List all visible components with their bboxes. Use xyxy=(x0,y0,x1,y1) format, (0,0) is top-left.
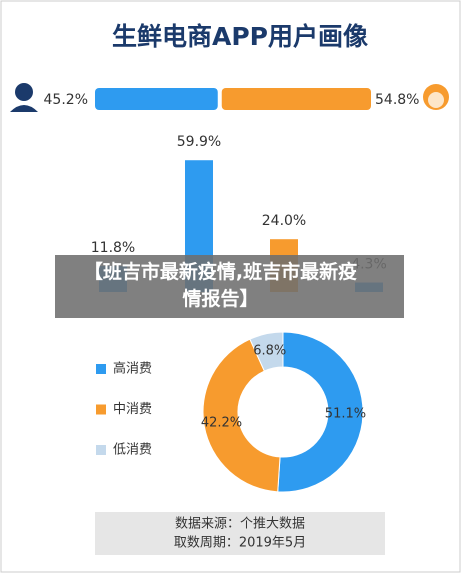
pie-slice xyxy=(249,331,284,372)
share-bar xyxy=(95,88,218,110)
legend-swatch xyxy=(96,364,106,374)
value-label: 11.8% xyxy=(91,240,135,256)
pie-slice xyxy=(277,331,364,493)
overlay-banner: 【班吉市最新疫情,班吉市最新疫情报告】 xyxy=(55,255,404,318)
legend-swatch xyxy=(96,445,106,455)
legend-label: 高消费 xyxy=(113,361,152,377)
legend-label: 低消费 xyxy=(113,443,152,458)
value-label: 51.1% xyxy=(325,407,366,422)
value-label: 6.8% xyxy=(253,343,286,358)
value-label: 45.2% xyxy=(44,92,88,108)
share-bar xyxy=(221,88,371,110)
male-icon xyxy=(10,83,38,112)
value-label: 59.9% xyxy=(177,134,221,150)
footer-box xyxy=(95,512,385,555)
value-label: 54.8% xyxy=(375,92,419,108)
footer-text: 数据来源：个推大数据 xyxy=(175,517,305,532)
pie-slice xyxy=(202,338,281,493)
title: 生鲜电商APP用户画像 xyxy=(112,22,368,51)
value-label: 42.2% xyxy=(201,416,242,431)
value-label: 24.0% xyxy=(262,213,306,229)
legend-swatch xyxy=(96,404,106,415)
footer-text: 取数周期：2019年5月 xyxy=(174,536,306,551)
legend-label: 中消费 xyxy=(113,402,152,417)
female-icon xyxy=(423,84,449,110)
